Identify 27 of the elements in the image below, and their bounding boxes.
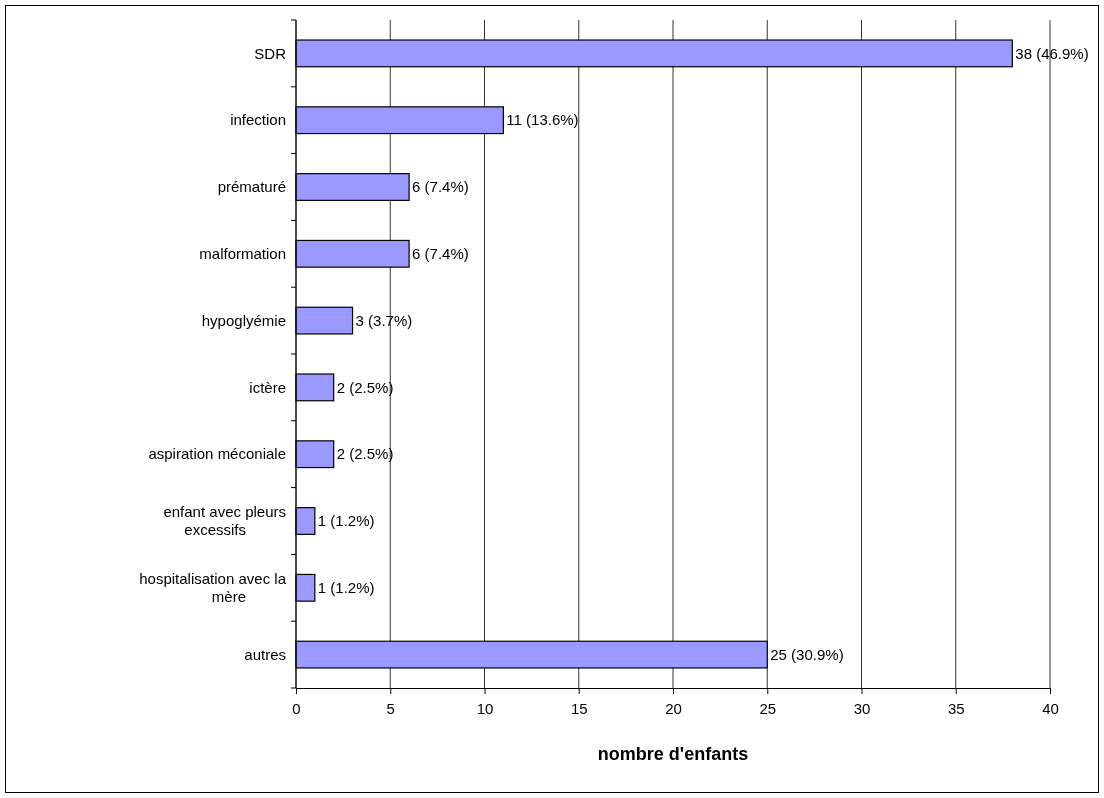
y-tick-label: ictère xyxy=(249,378,286,396)
data-label: 1 (1.2%) xyxy=(317,512,375,530)
y-tick-label: autres xyxy=(244,645,286,663)
x-tick-label: 10 xyxy=(476,699,494,717)
x-tick-label: 5 xyxy=(386,699,395,717)
x-tick-label: 40 xyxy=(1042,699,1059,717)
data-label: 25 (30.9%) xyxy=(770,645,844,663)
x-tick-label: 35 xyxy=(947,699,965,717)
y-tick-label: malformation xyxy=(199,245,286,263)
y-tick-label: enfant avec pleurs excessifs xyxy=(163,503,286,539)
x-tick-label: 15 xyxy=(570,699,588,717)
data-label: 38 (46.9%) xyxy=(1015,44,1089,62)
y-tick-label: hypoglyémie xyxy=(201,311,286,329)
data-label: 6 (7.4%) xyxy=(412,245,469,263)
data-label: 6 (7.4%) xyxy=(412,178,469,196)
x-axis-title: nombre d'enfants xyxy=(597,744,749,764)
y-tick-label: aspiration méconiale xyxy=(148,445,286,463)
y-tick-label: SDR xyxy=(254,44,287,62)
x-tick-label: 20 xyxy=(665,699,682,717)
y-tick-label: hospitalisation avec la mère xyxy=(139,570,287,606)
x-tick-label: 30 xyxy=(853,699,871,717)
x-tick-label: 25 xyxy=(759,699,777,717)
y-tick-label: infection xyxy=(230,111,286,129)
data-label: 11 (13.6%) xyxy=(506,111,579,129)
data-label: 1 (1.2%) xyxy=(317,579,375,597)
x-tick-label: 0 xyxy=(292,699,301,717)
y-tick-label: prématuré xyxy=(217,178,286,196)
